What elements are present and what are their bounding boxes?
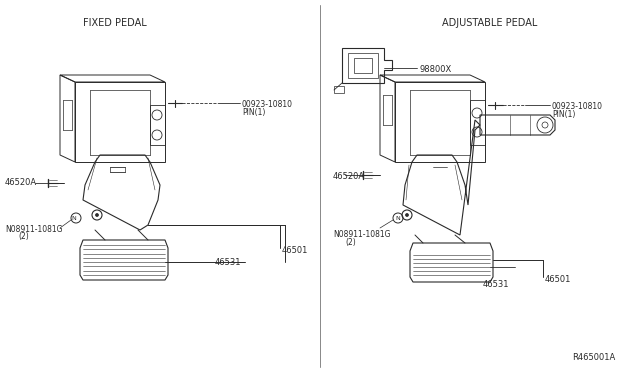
Text: N08911-1081G: N08911-1081G xyxy=(333,230,390,239)
Text: R465001A: R465001A xyxy=(572,353,615,362)
Text: PIN(1): PIN(1) xyxy=(242,108,266,117)
Text: 00923-10810: 00923-10810 xyxy=(242,100,293,109)
Text: FIXED PEDAL: FIXED PEDAL xyxy=(83,18,147,28)
Text: N: N xyxy=(72,215,76,221)
Circle shape xyxy=(95,214,99,217)
Text: N: N xyxy=(396,215,401,221)
Text: 46501: 46501 xyxy=(545,275,572,284)
Text: PIN(1): PIN(1) xyxy=(552,110,575,119)
Text: 46520A: 46520A xyxy=(5,178,37,187)
Text: 46520A: 46520A xyxy=(333,172,365,181)
Text: (2): (2) xyxy=(345,238,356,247)
Text: 98800X: 98800X xyxy=(419,65,451,74)
Text: 46531: 46531 xyxy=(215,258,241,267)
Text: 46501: 46501 xyxy=(282,246,308,255)
Text: N08911-1081G: N08911-1081G xyxy=(5,225,63,234)
Text: 00923-10810: 00923-10810 xyxy=(552,102,603,111)
Text: ADJUSTABLE PEDAL: ADJUSTABLE PEDAL xyxy=(442,18,538,28)
Text: (2): (2) xyxy=(18,232,29,241)
Circle shape xyxy=(406,214,408,217)
Text: 46531: 46531 xyxy=(483,280,509,289)
